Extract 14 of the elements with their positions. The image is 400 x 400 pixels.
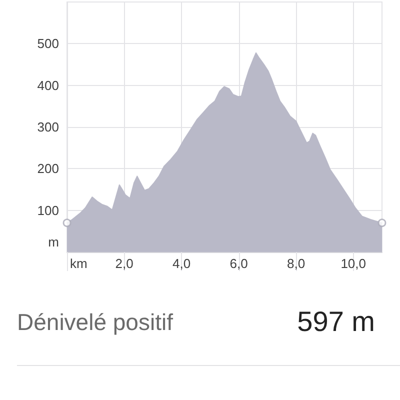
y-axis-title: m [48,234,59,250]
text: 597 m [297,306,375,338]
x-tick-label: 8,0 [287,256,306,271]
x-tick-label: 4,0 [172,256,191,271]
x-tick-label: 6,0 [230,256,248,271]
text: Dénivelé positif [17,308,173,336]
y-tick-label: 400 [37,78,59,93]
x-tick-label: 2,0 [115,256,134,271]
y-tick-label: 200 [37,161,59,176]
y-tick-label: 500 [37,36,59,52]
y-tick-label: 100 [37,202,59,218]
x-tick-label: 10,0 [340,256,366,271]
x-axis-title: km [70,256,88,271]
y-tick-label: 300 [37,120,59,134]
